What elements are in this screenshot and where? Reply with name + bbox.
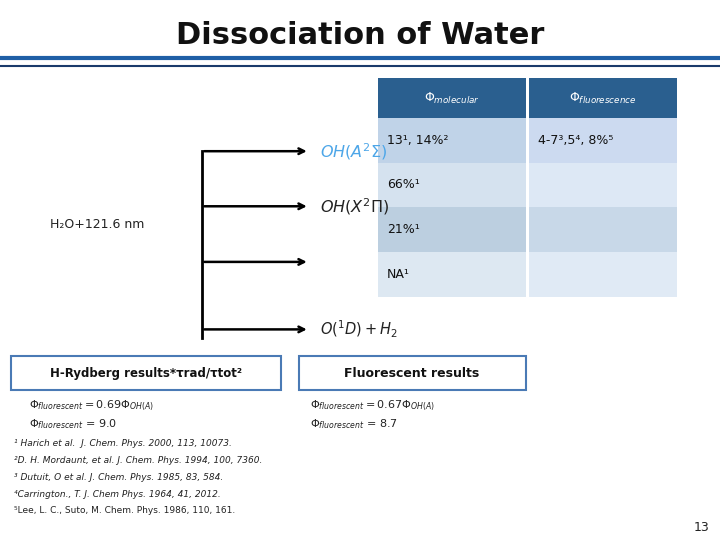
Text: Fluorescent results: Fluorescent results [344,367,480,380]
Text: H-Rydberg results*τrad/τtot²: H-Rydberg results*τrad/τtot² [50,367,242,380]
Text: $\Phi_{fluorescent}$$= 0.67\Phi_{OH(A)}$: $\Phi_{fluorescent}$$= 0.67\Phi_{OH(A)}$ [310,399,434,413]
FancyBboxPatch shape [378,118,526,163]
Text: 4-7³,5⁴, 8%⁵: 4-7³,5⁴, 8%⁵ [538,133,613,147]
Text: Dissociation of Water: Dissociation of Water [176,21,544,50]
FancyBboxPatch shape [529,163,677,207]
FancyBboxPatch shape [529,252,677,297]
Text: $\mathit{O(^1D) + H_2}$: $\mathit{O(^1D) + H_2}$ [320,319,398,340]
FancyBboxPatch shape [378,252,526,297]
FancyBboxPatch shape [529,118,677,163]
Text: 21%¹: 21%¹ [387,223,419,237]
Text: $\mathit{OH(X^2\Pi)}$: $\mathit{OH(X^2\Pi)}$ [320,196,390,217]
FancyBboxPatch shape [378,78,526,118]
Text: ¹ Harich et al.  J. Chem. Phys. 2000, 113, 10073.: ¹ Harich et al. J. Chem. Phys. 2000, 113… [14,440,233,448]
Text: 13: 13 [693,521,709,534]
Text: $\Phi_{fluorescent}$ = 9.0: $\Phi_{fluorescent}$ = 9.0 [29,417,117,431]
Text: $\mathit{OH(A^2\Sigma)}$: $\mathit{OH(A^2\Sigma)}$ [320,141,388,161]
Text: 66%¹: 66%¹ [387,178,419,192]
FancyBboxPatch shape [378,163,526,207]
Text: H₂O+121.6 nm: H₂O+121.6 nm [50,218,145,231]
Text: $\Phi_{fluorescent}$$= 0.69\Phi_{OH(A)}$: $\Phi_{fluorescent}$$= 0.69\Phi_{OH(A)}$ [29,399,153,413]
FancyBboxPatch shape [529,207,677,252]
Text: ²D. H. Mordaunt, et al. J. Chem. Phys. 1994, 100, 7360.: ²D. H. Mordaunt, et al. J. Chem. Phys. 1… [14,456,263,465]
Text: 13¹, 14%²: 13¹, 14%² [387,133,448,147]
Text: $\Phi_{fluorescent}$ = 8.7: $\Phi_{fluorescent}$ = 8.7 [310,417,397,431]
Text: ³ Dutuit, O et al. J. Chem. Phys. 1985, 83, 584.: ³ Dutuit, O et al. J. Chem. Phys. 1985, … [14,473,224,482]
FancyBboxPatch shape [378,207,526,252]
Text: NA¹: NA¹ [387,268,410,281]
Text: ⁴Carrington., T. J. Chem Phys. 1964, 41, 2012.: ⁴Carrington., T. J. Chem Phys. 1964, 41,… [14,490,221,498]
Text: $\Phi_{molecular}$: $\Phi_{molecular}$ [424,91,480,105]
FancyBboxPatch shape [529,78,677,118]
FancyBboxPatch shape [299,356,526,390]
Text: $\Phi_{fluorescence}$: $\Phi_{fluorescence}$ [570,91,636,105]
Text: ⁵Lee, L. C., Suto, M. Chem. Phys. 1986, 110, 161.: ⁵Lee, L. C., Suto, M. Chem. Phys. 1986, … [14,507,235,515]
FancyBboxPatch shape [11,356,281,390]
